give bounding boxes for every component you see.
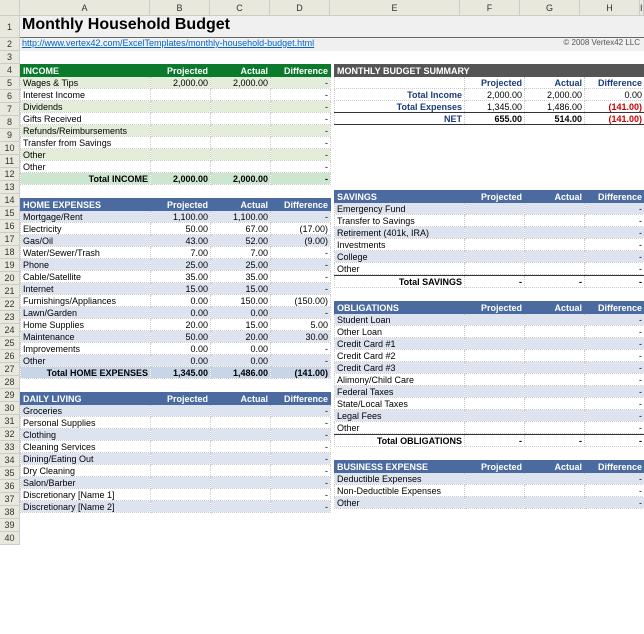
data-row[interactable]: Mortgage/Rent1,100.001,100.00- <box>21 211 331 223</box>
data-row[interactable]: College- <box>335 251 644 263</box>
data-row[interactable]: Discretionary [Name 2]- <box>21 501 331 513</box>
data-row[interactable]: Investments- <box>335 239 644 251</box>
sheet-content: Monthly Household Budget http://www.vert… <box>20 16 644 513</box>
total-row: Total OBLIGATIONS--- <box>335 435 644 447</box>
data-row[interactable]: Maintenance50.0020.0030.00 <box>21 331 331 343</box>
data-row[interactable]: Other Loan- <box>335 326 644 338</box>
page-title: Monthly Household Budget <box>20 16 644 38</box>
data-row[interactable]: Discretionary [Name 1]- <box>21 489 331 501</box>
data-row[interactable]: Dividends- <box>21 101 331 113</box>
data-row[interactable]: Dry Cleaning- <box>21 465 331 477</box>
data-row[interactable]: Legal Fees- <box>335 410 644 422</box>
data-row[interactable]: Personal Supplies- <box>21 417 331 429</box>
data-row[interactable]: Dining/Eating Out- <box>21 453 331 465</box>
data-row[interactable]: Electricity50.0067.00(17.00) <box>21 223 331 235</box>
section-title: SAVINGS <box>335 191 465 203</box>
data-row[interactable]: Improvements0.000.00- <box>21 343 331 355</box>
data-row[interactable]: Groceries- <box>21 405 331 417</box>
spreadsheet: ABCDEFGHI 123456789101112131415161718192… <box>0 0 644 513</box>
total-row: Total INCOME2,000.002,000.00- <box>21 173 331 185</box>
data-row[interactable]: Credit Card #1- <box>335 338 644 350</box>
data-row[interactable]: Gas/Oil43.0052.00(9.00) <box>21 235 331 247</box>
summary-table: MONTHLY BUDGET SUMMARYProjectedActualDif… <box>334 64 644 125</box>
total-row: Total HOME EXPENSES1,345.001,486.00(141.… <box>21 367 331 379</box>
data-row[interactable]: Other- <box>335 497 644 509</box>
data-row[interactable]: Deductible Expenses- <box>335 473 644 485</box>
right-column: MONTHLY BUDGET SUMMARYProjectedActualDif… <box>334 64 644 513</box>
net-row: NET655.00514.00(141.00) <box>335 113 644 125</box>
data-row[interactable]: Alimony/Child Care- <box>335 374 644 386</box>
income-table[interactable]: INCOMEProjectedActualDifferenceWages & T… <box>20 64 331 185</box>
data-row[interactable]: Other- <box>21 149 331 161</box>
data-row[interactable]: Retirement (401k, IRA)- <box>335 227 644 239</box>
summary-row: Total Income2,000.002,000.000.00 <box>335 89 644 101</box>
link-row: http://www.vertex42.com/ExcelTemplates/m… <box>20 38 644 51</box>
data-row[interactable]: Transfer from Savings- <box>21 137 331 149</box>
data-row[interactable]: Clothing- <box>21 429 331 441</box>
data-row[interactable]: Other- <box>335 422 644 434</box>
data-row[interactable]: Cable/Satellite35.0035.00- <box>21 271 331 283</box>
business-expense-table[interactable]: BUSINESS EXPENSEProjectedActualDifferenc… <box>334 460 644 509</box>
data-row[interactable]: Other- <box>335 263 644 275</box>
data-row[interactable]: Salon/Barber- <box>21 477 331 489</box>
data-row[interactable]: Credit Card #3- <box>335 362 644 374</box>
data-row[interactable]: Lawn/Garden0.000.00- <box>21 307 331 319</box>
data-row[interactable]: Furnishings/Appliances0.00150.00(150.00) <box>21 295 331 307</box>
data-row[interactable]: Internet15.0015.00- <box>21 283 331 295</box>
copyright: © 2008 Vertex42 LLC <box>563 38 640 51</box>
data-row[interactable]: Home Supplies20.0015.005.00 <box>21 319 331 331</box>
left-column: INCOMEProjectedActualDifferenceWages & T… <box>20 64 330 513</box>
section-title: BUSINESS EXPENSE <box>335 461 465 473</box>
obligations-table[interactable]: OBLIGATIONSProjectedActualDifferenceStud… <box>334 301 644 434</box>
data-row[interactable]: Federal Taxes- <box>335 386 644 398</box>
data-row[interactable]: Other- <box>21 161 331 173</box>
data-row[interactable]: Transfer to Savings- <box>335 215 644 227</box>
data-row[interactable]: Wages & Tips2,000.002,000.00- <box>21 77 331 89</box>
total-row: Total SAVINGS--- <box>335 276 644 288</box>
daily-living-table[interactable]: DAILY LIVINGProjectedActualDifferenceGro… <box>20 392 331 513</box>
data-row[interactable]: Student Loan- <box>335 314 644 326</box>
section-title: DAILY LIVING <box>21 393 151 405</box>
data-row[interactable]: Water/Sewer/Trash7.007.00- <box>21 247 331 259</box>
data-row[interactable]: State/Local Taxes- <box>335 398 644 410</box>
data-row[interactable]: Credit Card #2- <box>335 350 644 362</box>
section-title: OBLIGATIONS <box>335 302 465 314</box>
savings-table[interactable]: SAVINGSProjectedActualDifferenceEmergenc… <box>334 190 644 275</box>
data-row[interactable]: Cleaning Services- <box>21 441 331 453</box>
data-row[interactable]: Phone25.0025.00- <box>21 259 331 271</box>
summary-title: MONTHLY BUDGET SUMMARY <box>335 65 644 77</box>
data-row[interactable]: Gifts Received- <box>21 113 331 125</box>
data-row[interactable]: Non-Deductible Expenses- <box>335 485 644 497</box>
template-link[interactable]: http://www.vertex42.com/ExcelTemplates/m… <box>22 38 314 51</box>
data-row[interactable]: Refunds/Reimbursements- <box>21 125 331 137</box>
data-row[interactable]: Emergency Fund- <box>335 203 644 215</box>
home-expenses-table[interactable]: HOME EXPENSESProjectedActualDifferenceMo… <box>20 198 331 379</box>
section-title: INCOME <box>21 65 151 77</box>
row-headers: 1234567891011121314151617181920212223242… <box>0 16 20 545</box>
column-headers: ABCDEFGHI <box>0 0 644 16</box>
section-title: HOME EXPENSES <box>21 199 151 211</box>
data-row[interactable]: Interest Income- <box>21 89 331 101</box>
summary-row: Total Expenses1,345.001,486.00(141.00) <box>335 101 644 113</box>
data-row[interactable]: Other0.000.00- <box>21 355 331 367</box>
